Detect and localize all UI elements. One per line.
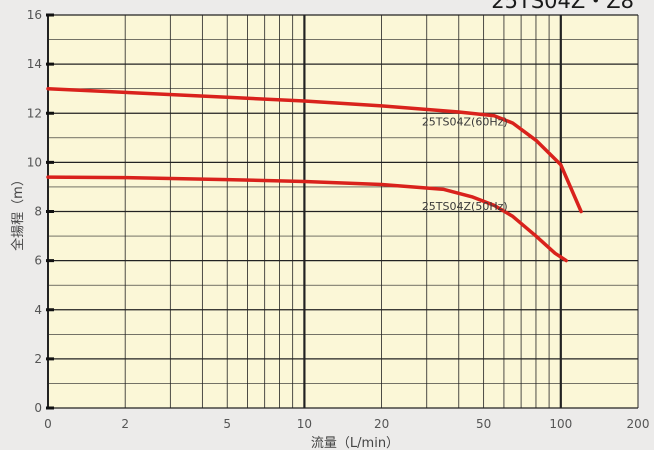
- series-label-60hz: 25TS04Z(60Hz): [422, 115, 508, 128]
- x-tick-label: 200: [627, 417, 650, 431]
- series-label-50hz: 25TS04Z(50Hz): [422, 200, 508, 213]
- y-tick-label: 10: [27, 155, 42, 169]
- series-line-60hz: [46, 86, 583, 214]
- y-tick-label: 8: [34, 205, 42, 219]
- x-tick-label: 20: [374, 417, 389, 431]
- x-tick-label: 10: [297, 417, 312, 431]
- y-tick-label: 14: [27, 57, 42, 71]
- y-tick-label: 6: [34, 254, 42, 268]
- y-axis-title: 全揚程（m）: [10, 173, 26, 251]
- y-tick-label: 2: [34, 352, 42, 366]
- x-tick-label: 2: [121, 417, 129, 431]
- series-line-50hz: [46, 175, 568, 263]
- x-tick-label: 5: [223, 417, 231, 431]
- x-tick-label: 0: [44, 417, 52, 431]
- y-tick-label: 0: [34, 401, 42, 415]
- x-tick-label: 100: [549, 417, 572, 431]
- x-axis-title: 流量（L/min）: [311, 436, 399, 450]
- y-tick-label: 4: [34, 303, 42, 317]
- series-layer: 25TS04Z(60Hz) 25TS04Z(50Hz): [46, 86, 583, 263]
- y-tick-label: 12: [27, 106, 42, 120]
- tick-layer: 0 2 4 6 8 10 12 14 16 0 2 5 10 20 50 100 200: [27, 8, 650, 431]
- x-tick-label: 50: [476, 417, 491, 431]
- y-tick-label: 16: [27, 8, 42, 22]
- chart-title: 25TS04Z・Z8: [491, 0, 634, 13]
